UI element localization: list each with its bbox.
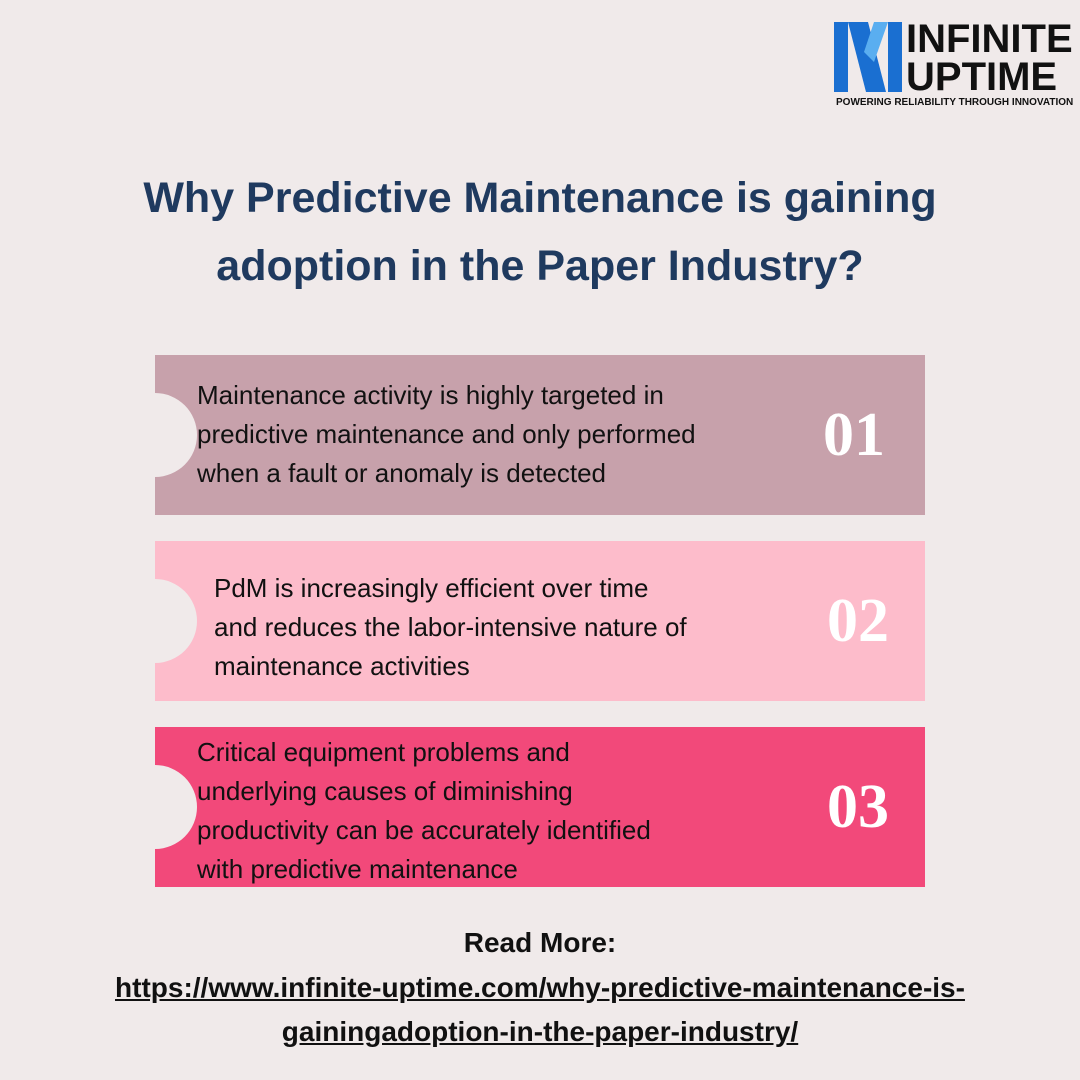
text-line: maintenance activities: [214, 651, 470, 681]
card: Maintenance activity is highly targeted …: [155, 355, 925, 515]
text-line: Critical equipment problems and: [197, 737, 570, 767]
card: PdM is increasingly efficient over time …: [155, 541, 925, 701]
text-line: underlying causes of diminishing: [197, 776, 573, 806]
logo-line2: UPTIME: [906, 55, 1058, 99]
read-more-label: Read More:: [463, 927, 617, 958]
title-line: Why Predictive Maintenance is gaining: [143, 174, 937, 222]
link-line[interactable]: gainingadoption-in-the-paper-industry/: [281, 1016, 799, 1047]
logo-icon: [834, 22, 902, 92]
text-line: when a fault or anomaly is detected: [197, 458, 607, 488]
text-line: Maintenance activity is highly targeted …: [197, 380, 664, 410]
title: Why Predictive Maintenance is gaining ad…: [0, 164, 1080, 300]
card: Critical equipment problems and underlyi…: [155, 727, 925, 887]
card-number: 01: [823, 401, 885, 469]
card-text: PdM is increasingly efficient over time …: [214, 569, 687, 686]
read-more-link[interactable]: https://www.infinite-uptime.com/why-pred…: [0, 966, 1080, 1054]
text-line: and reduces the labor-intensive nature o…: [214, 612, 687, 642]
text-line: with predictive maintenance: [197, 854, 518, 884]
card-text: Critical equipment problems and underlyi…: [197, 733, 651, 887]
card-notch: [155, 765, 197, 849]
logo-line1: INFINITE: [906, 17, 1073, 61]
text-line: predictive maintenance and only performe…: [197, 419, 696, 449]
title-line: adoption in the Paper Industry?: [216, 242, 864, 290]
text-line: PdM is increasingly efficient over time: [214, 573, 649, 603]
text-line: productivity can be accurately identifie…: [197, 815, 651, 845]
link-line[interactable]: https://www.infinite-uptime.com/why-pred…: [115, 972, 965, 1003]
card-number: 03: [827, 773, 889, 841]
card-notch: [155, 579, 197, 663]
card-notch: [155, 393, 197, 477]
logo-tagline: POWERING RELIABILITY THROUGH INNOVATION: [836, 97, 1074, 108]
card-number: 02: [827, 587, 889, 655]
card-text: Maintenance activity is highly targeted …: [197, 376, 696, 493]
